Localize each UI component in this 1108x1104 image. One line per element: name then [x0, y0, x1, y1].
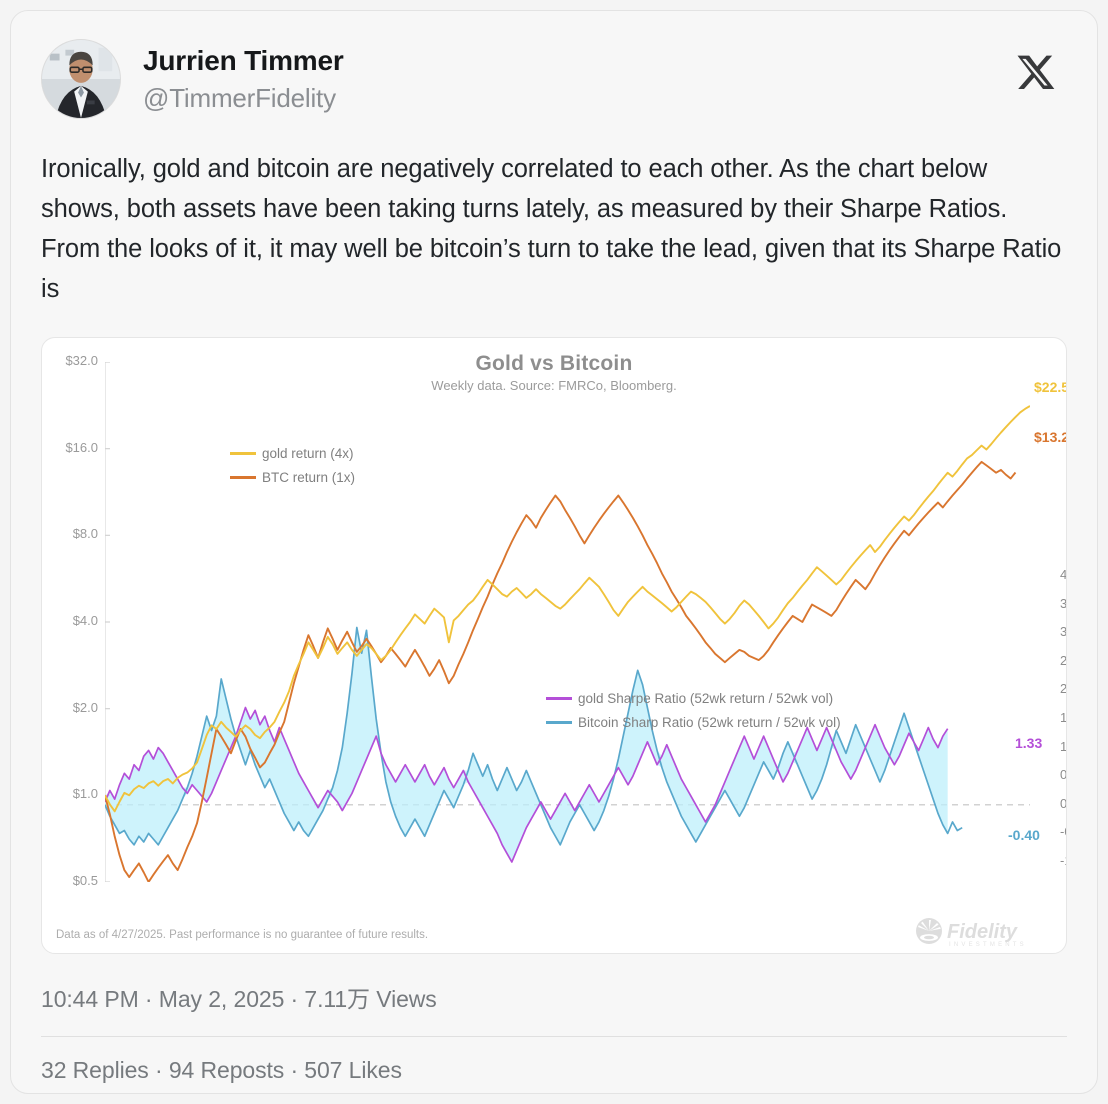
- legend-swatch-gold-sharpe: [546, 697, 572, 700]
- y-axis-right-tick: 3.0: [1060, 624, 1067, 640]
- legend-btc-return: BTC return (1x): [230, 470, 355, 485]
- footer-divider: [41, 1036, 1067, 1037]
- post-timestamp-views: 10:44 PM · May 2, 2025 · 7.11万 Views: [41, 986, 437, 1012]
- legend-label-gold-sharpe: gold Sharpe Ratio (52wk return / 52wk vo…: [578, 691, 834, 706]
- y-axis-right-tick: 1.0: [1060, 738, 1067, 754]
- y-axis-right-tick: 4.0: [1060, 567, 1067, 582]
- x-logo-icon[interactable]: [1015, 53, 1055, 93]
- y-axis-left-tick: $8.0: [72, 526, 98, 542]
- tweet-card: Jurrien Timmer @TimmerFidelity Ironicall…: [10, 10, 1098, 1094]
- callout-gold-sharpe-value: 1.33: [1015, 735, 1043, 751]
- legend-label-gold-return: gold return (4x): [262, 446, 354, 461]
- callout-bitcoin-sharpe-value: -0.40: [1008, 827, 1040, 843]
- y-axis-left-tick: $16.0: [65, 439, 98, 455]
- y-axis-right-tick: 2.0: [1060, 681, 1067, 697]
- y-axis-right-tick: 0.0: [1060, 795, 1067, 811]
- legend-swatch-gold-return: [230, 452, 256, 455]
- fidelity-logo-icon: Fidelity INVESTMENTS: [909, 915, 1064, 949]
- y-axis-left-tick: $4.0: [72, 613, 98, 628]
- callout-gold-return-value: $22.51: [1034, 379, 1066, 395]
- user-handle[interactable]: @TimmerFidelity: [143, 83, 336, 114]
- y-axis-left-tick: $32.0: [65, 353, 98, 368]
- legend-bitcoin-sharpe: Bitcoin Sharp Ratio (52wk return / 52wk …: [546, 715, 841, 730]
- y-axis-right-tick: -0.5: [1060, 824, 1066, 840]
- y-axis-right-tick: 1.5: [1060, 710, 1067, 725]
- y-axis-left-tick: $2.0: [72, 699, 98, 715]
- legend-gold-return: gold return (4x): [230, 446, 354, 461]
- legend-label-bitcoin-sharpe: Bitcoin Sharp Ratio (52wk return / 52wk …: [578, 715, 841, 730]
- chart-subtitle: Weekly data. Source: FMRCo, Bloomberg.: [431, 378, 677, 393]
- legend-gold-sharpe: gold Sharpe Ratio (52wk return / 52wk vo…: [546, 691, 833, 706]
- svg-text:Fidelity: Fidelity: [947, 921, 1018, 943]
- display-name: Jurrien Timmer: [143, 45, 344, 76]
- legend-swatch-btc-return: [230, 476, 256, 479]
- y-axis-right-tick: 2.5: [1060, 652, 1067, 668]
- user-identity: Jurrien Timmer @TimmerFidelity: [143, 39, 1015, 116]
- y-axis-right-tick: -1.0: [1060, 853, 1066, 868]
- callout-btc-return-value: $13.22: [1034, 429, 1066, 445]
- legend-label-btc-return: BTC return (1x): [262, 470, 356, 485]
- avatar[interactable]: [41, 39, 121, 119]
- tweet-header: Jurrien Timmer @TimmerFidelity: [11, 11, 1097, 119]
- chart-plot-area: [105, 362, 1030, 882]
- legend-swatch-bitcoin-sharpe: [546, 721, 572, 724]
- chart-title: Gold vs Bitcoin: [475, 352, 633, 375]
- svg-text:INVESTMENTS: INVESTMENTS: [949, 942, 1027, 948]
- chart-image[interactable]: Gold vs Bitcoin Weekly data. Source: FMR…: [41, 337, 1067, 954]
- y-axis-left-tick: $1.0: [72, 786, 98, 802]
- post-engagement-stats: 32 Replies · 94 Reposts · 507 Likes: [41, 1057, 402, 1083]
- y-axis-left-tick: $0.5: [72, 873, 98, 888]
- chart-disclaimer: Data as of 4/27/2025. Past performance i…: [56, 929, 429, 941]
- tweet-body-text: Ironically, gold and bitcoin are negativ…: [41, 155, 1062, 303]
- y-axis-right-tick: 3.5: [1060, 595, 1067, 611]
- y-axis-right-tick: 0.5: [1060, 767, 1067, 783]
